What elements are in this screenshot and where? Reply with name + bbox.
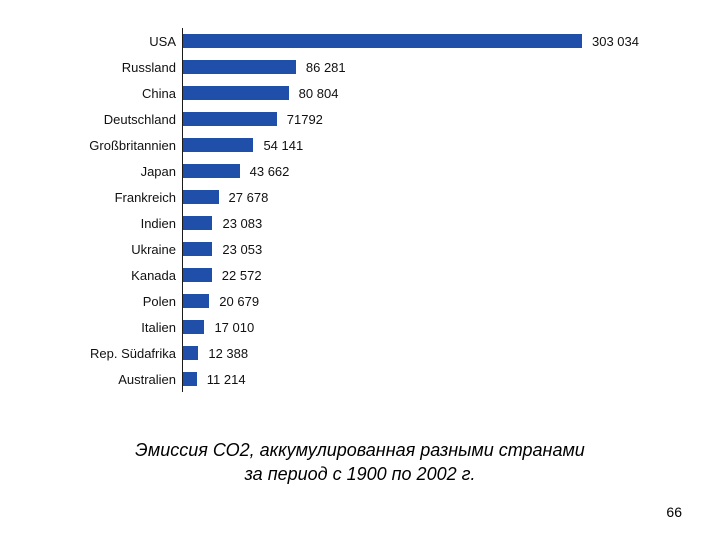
bar bbox=[182, 164, 240, 178]
bar-row: Japan 43 662 bbox=[60, 158, 660, 184]
bar-holder: 11 214 bbox=[182, 372, 246, 387]
category-label: Deutschland bbox=[60, 112, 182, 127]
bar-holder: 22 572 bbox=[182, 268, 262, 283]
category-label: Indien bbox=[60, 216, 182, 231]
category-label: Russland bbox=[60, 60, 182, 75]
value-label: 23 083 bbox=[212, 216, 262, 231]
bar-holder: 23 053 bbox=[182, 242, 262, 257]
bar-row: Frankreich 27 678 bbox=[60, 184, 660, 210]
bar-holder: 12 388 bbox=[182, 346, 248, 361]
bar-row: China 80 804 bbox=[60, 80, 660, 106]
bar-row: Großbritannien 54 141 bbox=[60, 132, 660, 158]
value-label: 11 214 bbox=[197, 372, 246, 387]
value-label: 303 034 bbox=[582, 34, 639, 49]
value-label: 17 010 bbox=[204, 320, 254, 335]
bar-holder: 71792 bbox=[182, 112, 323, 127]
bar bbox=[182, 34, 582, 48]
bar bbox=[182, 242, 212, 256]
bar-row: Russland 86 281 bbox=[60, 54, 660, 80]
co2-bar-chart: USA 303 034 Russland 86 281 China 80 804 Deuts… bbox=[60, 28, 660, 392]
category-label: Frankreich bbox=[60, 190, 182, 205]
bar bbox=[182, 112, 277, 126]
value-label: 27 678 bbox=[219, 190, 269, 205]
page: USA 303 034 Russland 86 281 China 80 804 Deuts… bbox=[0, 0, 720, 540]
value-label: 54 141 bbox=[253, 138, 303, 153]
bar-holder: 303 034 bbox=[182, 34, 639, 49]
bar-holder: 80 804 bbox=[182, 86, 338, 101]
category-label: Polen bbox=[60, 294, 182, 309]
category-label: Ukraine bbox=[60, 242, 182, 257]
bar bbox=[182, 346, 198, 360]
bar-row: Ukraine 23 053 bbox=[60, 236, 660, 262]
value-label: 86 281 bbox=[296, 60, 346, 75]
value-label: 23 053 bbox=[212, 242, 262, 257]
category-label: Kanada bbox=[60, 268, 182, 283]
value-label: 20 679 bbox=[209, 294, 259, 309]
category-label: Italien bbox=[60, 320, 182, 335]
bar-holder: 23 083 bbox=[182, 216, 262, 231]
bar-row: Indien 23 083 bbox=[60, 210, 660, 236]
bar bbox=[182, 320, 204, 334]
caption-line-1: Эмиссия СО2, аккумулированная разными ст… bbox=[135, 440, 585, 460]
bar-row: Deutschland 71792 bbox=[60, 106, 660, 132]
bar bbox=[182, 268, 212, 282]
bar-row: Australien 11 214 bbox=[60, 366, 660, 392]
bar-holder: 43 662 bbox=[182, 164, 289, 179]
category-label: Rep. Südafrika bbox=[60, 346, 182, 361]
value-label: 71792 bbox=[277, 112, 323, 127]
bar-row: USA 303 034 bbox=[60, 28, 660, 54]
bar bbox=[182, 190, 219, 204]
bar-holder: 17 010 bbox=[182, 320, 254, 335]
bar-row: Polen 20 679 bbox=[60, 288, 660, 314]
bar bbox=[182, 86, 289, 100]
category-label: USA bbox=[60, 34, 182, 49]
category-label: Japan bbox=[60, 164, 182, 179]
value-label: 80 804 bbox=[289, 86, 339, 101]
bar bbox=[182, 60, 296, 74]
bar-holder: 54 141 bbox=[182, 138, 303, 153]
bar-holder: 20 679 bbox=[182, 294, 259, 309]
bar-holder: 86 281 bbox=[182, 60, 346, 75]
category-label: Australien bbox=[60, 372, 182, 387]
value-label: 43 662 bbox=[240, 164, 290, 179]
bar bbox=[182, 216, 212, 230]
category-label: Großbritannien bbox=[60, 138, 182, 153]
bar bbox=[182, 294, 209, 308]
page-number: 66 bbox=[666, 504, 682, 520]
value-label: 12 388 bbox=[198, 346, 248, 361]
value-label: 22 572 bbox=[212, 268, 262, 283]
page-number-text: 66 bbox=[666, 504, 682, 520]
bar-holder: 27 678 bbox=[182, 190, 268, 205]
y-axis-line bbox=[182, 28, 183, 392]
category-label: China bbox=[60, 86, 182, 101]
bar-row: Kanada 22 572 bbox=[60, 262, 660, 288]
caption-line-2: за период с 1900 по 2002 г. bbox=[245, 464, 476, 484]
chart-caption: Эмиссия СО2, аккумулированная разными ст… bbox=[0, 438, 720, 487]
bar bbox=[182, 138, 253, 152]
bar-row: Italien 17 010 bbox=[60, 314, 660, 340]
bar bbox=[182, 372, 197, 386]
bar-row: Rep. Südafrika 12 388 bbox=[60, 340, 660, 366]
